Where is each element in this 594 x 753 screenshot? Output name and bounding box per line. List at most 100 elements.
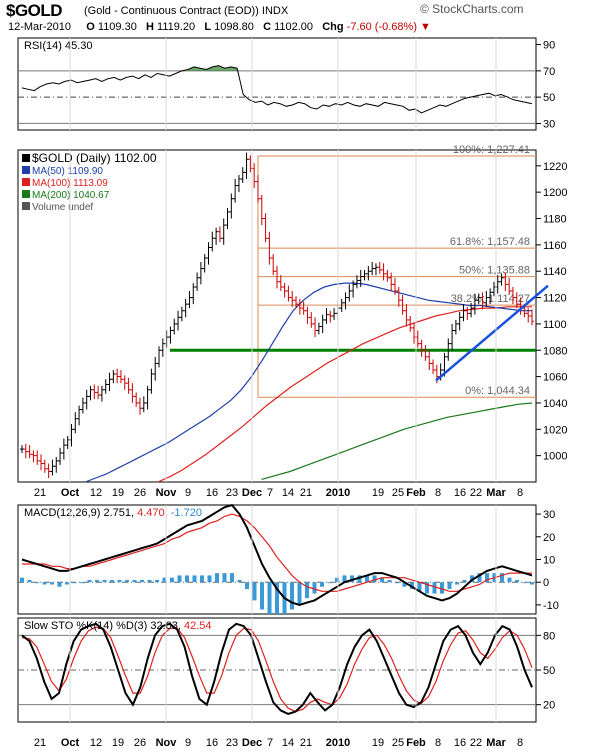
macd-histogram-bar [147, 579, 152, 583]
x-axis-label-top: Mar [486, 487, 506, 499]
sto-k-line [21, 622, 533, 715]
macd-histogram-bar [522, 582, 527, 584]
high-value: 1119.20 [157, 21, 196, 33]
macd-histogram-bar [125, 579, 129, 583]
x-axis-label-top: 16 [206, 487, 218, 499]
price-y-tick-label: 1100 [543, 319, 567, 331]
macd-y-tick-label: 30 [543, 509, 555, 521]
macd-histogram-bar [507, 577, 512, 583]
x-axis-label-top: 26 [134, 487, 146, 499]
x-axis-label-top: 7 [267, 487, 273, 499]
open-label: O [86, 21, 95, 33]
macd-histogram-bar [432, 582, 437, 594]
x-axis-label-top: 8 [517, 487, 523, 499]
x-axis-label-top: 12 [90, 487, 102, 499]
rsi-label: RSI(14) 45.30 [24, 40, 92, 52]
macd-y-tick-label: 0 [543, 577, 549, 589]
sto-y-tick-label: 80 [543, 630, 555, 642]
price-y-tick-label: 1060 [543, 372, 567, 384]
macd-histogram-bar [230, 573, 234, 583]
logo-text: © StockCharts.com [420, 2, 524, 16]
macd-signal-line [22, 513, 532, 592]
macd-y-tick-label: 20 [543, 532, 555, 544]
x-axis-label-bottom: 19 [112, 737, 124, 749]
x-axis-label-top: 8 [435, 487, 441, 499]
x-axis-label-top: Dec [242, 487, 262, 499]
macd-histogram-bar [485, 573, 489, 583]
macd-histogram-bar [245, 582, 249, 590]
macd-histogram-bar [42, 582, 47, 585]
x-axis-label-bottom: 8 [517, 737, 523, 749]
x-axis-label-bottom: 23 [226, 737, 238, 749]
sto-k-value: Slow STO %K(14) %D(3) 32.03, [24, 620, 184, 632]
macd-histogram-bar [200, 575, 204, 583]
x-axis-label-bottom: Oct [61, 737, 80, 749]
macd-signal-value: 4.470, [137, 507, 171, 519]
macd-y-tick-label: -10 [543, 600, 559, 612]
macd-label: MACD(12,26,9) 2.751, 4.470, -1.720 [24, 507, 202, 519]
macd-histogram-bar [207, 575, 212, 583]
x-axis-label-top: 23 [226, 487, 238, 499]
x-axis-label-bottom: 14 [282, 737, 294, 749]
x-axis-label-top: 2010 [326, 487, 350, 499]
high-label: H [146, 21, 154, 33]
legend-swatch [22, 190, 30, 198]
legend-entry: MA(200) 1040.67 [32, 190, 110, 201]
macd-histogram-bar [95, 579, 99, 583]
sto-y-tick-label: 20 [543, 700, 555, 712]
legend-entry: Volume undef [32, 202, 93, 213]
price-panel [17, 149, 537, 483]
ma200-line [261, 402, 533, 480]
legend-swatch [22, 166, 30, 174]
macd-histogram-bar [162, 577, 167, 583]
macd-histogram-bar [57, 582, 62, 587]
sto-label: Slow STO %K(14) %D(3) 32.03, 42.54 [24, 620, 212, 632]
macd-histogram-bar [117, 579, 122, 583]
macd-histogram-bar [290, 582, 294, 610]
legend-entry: $GOLD (Daily) 1102.00 [32, 151, 157, 165]
x-axis-label-top: 22 [470, 487, 482, 499]
macd-histogram-bar [185, 575, 189, 583]
ohlc-row: 12-Mar-2010 O 1109.30 H 1119.20 L 1098.8… [8, 21, 431, 33]
fib-level-label: 50%: 1,135.88 [459, 265, 530, 277]
price-y-tick-label: 1160 [543, 240, 567, 252]
macd-hist-value: -1.720 [171, 507, 202, 519]
stockcharts-logo[interactable]: © StockCharts.com [420, 2, 524, 16]
price-y-tick-label: 1140 [543, 266, 567, 278]
close-label: C [263, 21, 272, 33]
x-axis-label-bottom: 7 [267, 737, 273, 749]
x-axis-label-top: 9 [185, 487, 191, 499]
macd-histogram-bar [275, 582, 279, 614]
x-axis-label-top: 19 [372, 487, 384, 499]
macd-histogram-bar [335, 577, 339, 583]
symbol-title: $GOLD [6, 1, 63, 20]
macd-histogram-bar [372, 575, 377, 583]
legend-swatch [22, 154, 30, 162]
rsi-y-tick-label: 30 [543, 118, 555, 130]
macd-histogram-bar [140, 579, 144, 583]
x-axis-label-bottom: 19 [372, 737, 384, 749]
x-axis-label-bottom: 21 [34, 737, 46, 749]
macd-histogram-bar [65, 582, 69, 585]
price-y-tick-label: 1020 [543, 424, 567, 436]
rsi-y-tick-label: 90 [543, 40, 555, 52]
macd-histogram-bar [35, 582, 39, 584]
macd-histogram-bar [170, 577, 174, 583]
low-label: L [204, 21, 212, 33]
x-axis-label-bottom: Nov [156, 737, 178, 749]
x-axis-label-top: Nov [156, 487, 178, 499]
x-axis-label-bottom: 21 [300, 737, 312, 749]
quote-date: 12-Mar-2010 [8, 21, 71, 33]
rsi-line [21, 65, 533, 114]
macd-histogram-bar [50, 582, 54, 585]
rsi-panel [17, 37, 537, 131]
x-axis-label-top: 19 [112, 487, 124, 499]
macd-histogram-bar [312, 582, 317, 594]
x-axis-label-bottom: 22 [470, 737, 482, 749]
macd-line [21, 503, 533, 606]
x-axis-label-bottom: 16 [454, 737, 466, 749]
chg-label: Chg [322, 21, 344, 33]
macd-histogram-bar [80, 582, 84, 584]
symbol-description: (Gold - Continuous Contract (EOD)) INDX [84, 5, 289, 17]
macd-histogram-bar [110, 579, 114, 583]
